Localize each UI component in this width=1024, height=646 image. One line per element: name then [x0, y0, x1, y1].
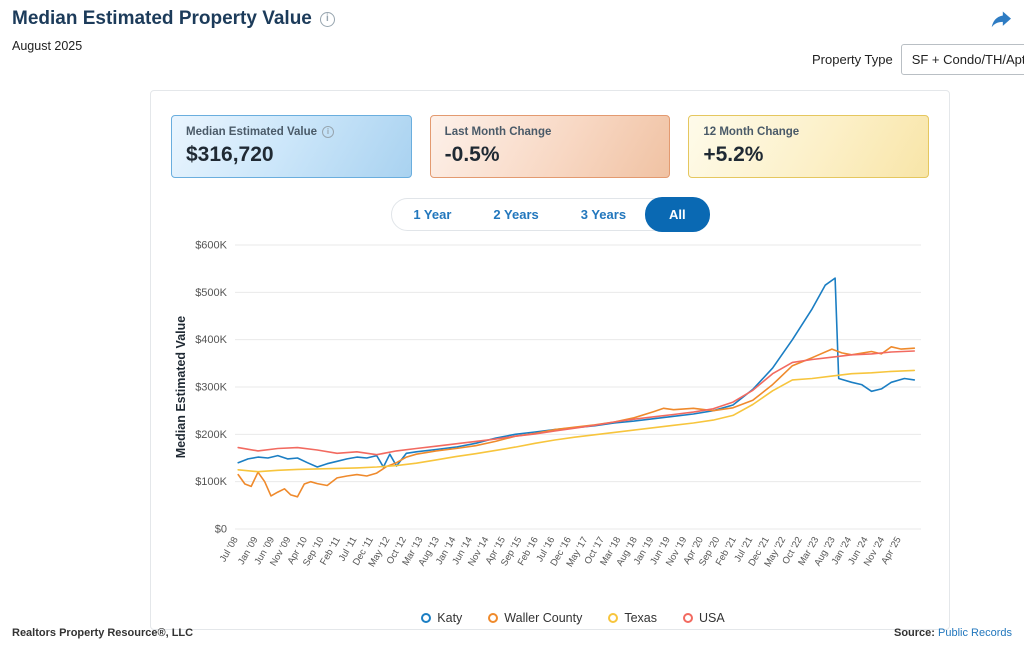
svg-text:$0: $0: [215, 524, 227, 536]
source-link[interactable]: Public Records: [938, 627, 1012, 639]
title-info-icon[interactable]: i: [319, 11, 335, 27]
legend-marker: [488, 613, 499, 623]
property-type-select[interactable]: SF + Condo/TH/Apt: [900, 44, 1024, 75]
chart-legend: Katy Waller County Texas USA: [171, 611, 929, 625]
stat-card-median-estimated-value: Median Estimated Value i $316,720: [171, 115, 412, 178]
stat-label: Median Estimated Value i: [186, 126, 397, 138]
tabs-row: 1 Year 2 Years 3 Years All: [171, 197, 929, 232]
range-tabs: 1 Year 2 Years 3 Years All: [391, 197, 710, 232]
legend-label: USA: [699, 611, 725, 625]
svg-text:$200K: $200K: [195, 429, 227, 441]
page-header: Median Estimated Property Value i August…: [12, 8, 1012, 53]
legend-item-waller-county[interactable]: Waller County: [488, 611, 582, 625]
stat-value: $316,720: [186, 143, 274, 166]
footer-source: Source: Public Records: [894, 627, 1012, 639]
legend-label: Waller County: [504, 611, 583, 625]
legend-marker: [421, 613, 432, 623]
stat-card-12-month-change: 12 Month Change +5.2%: [688, 115, 930, 178]
source-label: Source:: [893, 627, 935, 639]
legend-label: Katy: [437, 611, 463, 625]
stat-info-icon[interactable]: i: [322, 126, 335, 138]
tab-1-year[interactable]: 1 Year: [392, 199, 472, 230]
legend-label: Texas: [624, 611, 657, 625]
legend-item-texas[interactable]: Texas: [608, 611, 657, 625]
stat-card-last-month-change: Last Month Change -0.5%: [429, 115, 671, 178]
legend-item-katy[interactable]: Katy: [421, 611, 462, 625]
page-footer: Realtors Property Resource®, LLC Source:…: [12, 627, 1012, 639]
svg-text:$100K: $100K: [195, 476, 227, 488]
stat-label: 12 Month Change: [703, 126, 800, 138]
stat-label: Last Month Change: [444, 126, 552, 138]
report-month: August 2025: [12, 39, 83, 53]
tab-2-years[interactable]: 2 Years: [472, 199, 559, 230]
legend-item-usa[interactable]: USA: [683, 611, 725, 625]
chart-area[interactable]: $0 $100K $200K $300K $400K $500K $600K Jul '08 J…: [171, 237, 929, 613]
svg-text:$600K: $600K: [195, 240, 227, 252]
chart-card: Median Estimated Value i $316,720 Last Mont…: [150, 90, 950, 630]
svg-text:$300K: $300K: [195, 382, 227, 394]
svg-text:$400K: $400K: [195, 334, 227, 346]
share-icon[interactable]: [990, 10, 1012, 30]
legend-marker: [608, 613, 619, 623]
svg-text:Median Estimated Value: Median Estimated Value: [174, 316, 188, 458]
stat-value: -0.5%: [444, 143, 500, 166]
stat-value: +5.2%: [703, 143, 764, 166]
property-type-row: Property Type SF + Condo/TH/Apt: [812, 44, 1024, 75]
tab-3-years[interactable]: 3 Years: [560, 199, 647, 230]
svg-text:$500K: $500K: [195, 287, 227, 299]
footer-branding: Realtors Property Resource®, LLC: [12, 627, 194, 639]
property-type-label: Property Type: [812, 52, 893, 67]
legend-marker: [683, 613, 693, 623]
stats-row: Median Estimated Value i $316,720 Last Mont…: [171, 115, 930, 178]
tab-all[interactable]: All: [645, 197, 710, 232]
page-title: Median Estimated Property Value: [12, 8, 312, 29]
